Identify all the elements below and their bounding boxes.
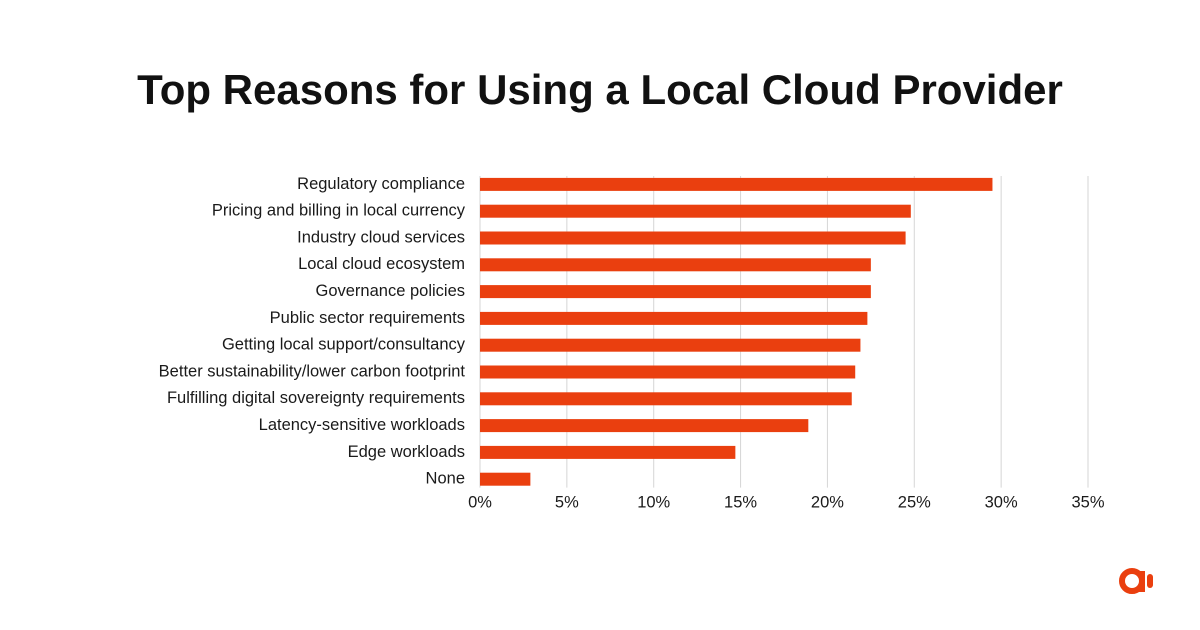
- bar: [480, 231, 906, 245]
- x-tick-label: 25%: [898, 493, 931, 511]
- bar: [480, 258, 871, 272]
- x-tick-label: 15%: [724, 493, 757, 511]
- x-tick-label: 10%: [637, 493, 670, 511]
- bar: [480, 419, 809, 433]
- x-tick-label: 35%: [1071, 493, 1104, 511]
- y-tick-label: Fulfilling digital sovereignty requireme…: [167, 389, 465, 407]
- y-tick-label: Industry cloud services: [297, 228, 465, 246]
- y-tick-label: Latency-sensitive workloads: [259, 416, 465, 434]
- y-tick-label: Regulatory compliance: [297, 175, 465, 193]
- bar: [480, 311, 868, 325]
- y-tick-label: Local cloud ecosystem: [298, 255, 465, 273]
- y-tick-label: Pricing and billing in local currency: [212, 202, 466, 220]
- y-tick-label: None: [426, 470, 465, 488]
- chart-title: Top Reasons for Using a Local Cloud Prov…: [137, 66, 1063, 113]
- x-tick-label: 5%: [555, 493, 579, 511]
- logo: [1119, 568, 1153, 594]
- x-tick-label: 20%: [811, 493, 844, 511]
- bar: [480, 472, 531, 486]
- y-tick-label: Governance policies: [316, 282, 466, 300]
- x-tick-label: 0%: [468, 493, 492, 511]
- plot: 0% 5% 10% 15% 20% 25% 30% 35% Regulatory complia…: [159, 175, 1105, 512]
- y-tick-label: Edge workloads: [348, 443, 465, 461]
- y-tick-label: Better sustainability/lower carbon footp…: [159, 362, 466, 380]
- bar: [480, 338, 861, 352]
- bar: [480, 204, 911, 218]
- bar: [480, 365, 856, 379]
- x-tick-label: 30%: [985, 493, 1018, 511]
- bar: [480, 392, 852, 406]
- y-tick-label: Public sector requirements: [270, 309, 465, 327]
- y-tick-label: Getting local support/consultancy: [222, 336, 466, 354]
- bar: [480, 177, 993, 191]
- bar: [480, 285, 871, 299]
- bar: [480, 445, 736, 459]
